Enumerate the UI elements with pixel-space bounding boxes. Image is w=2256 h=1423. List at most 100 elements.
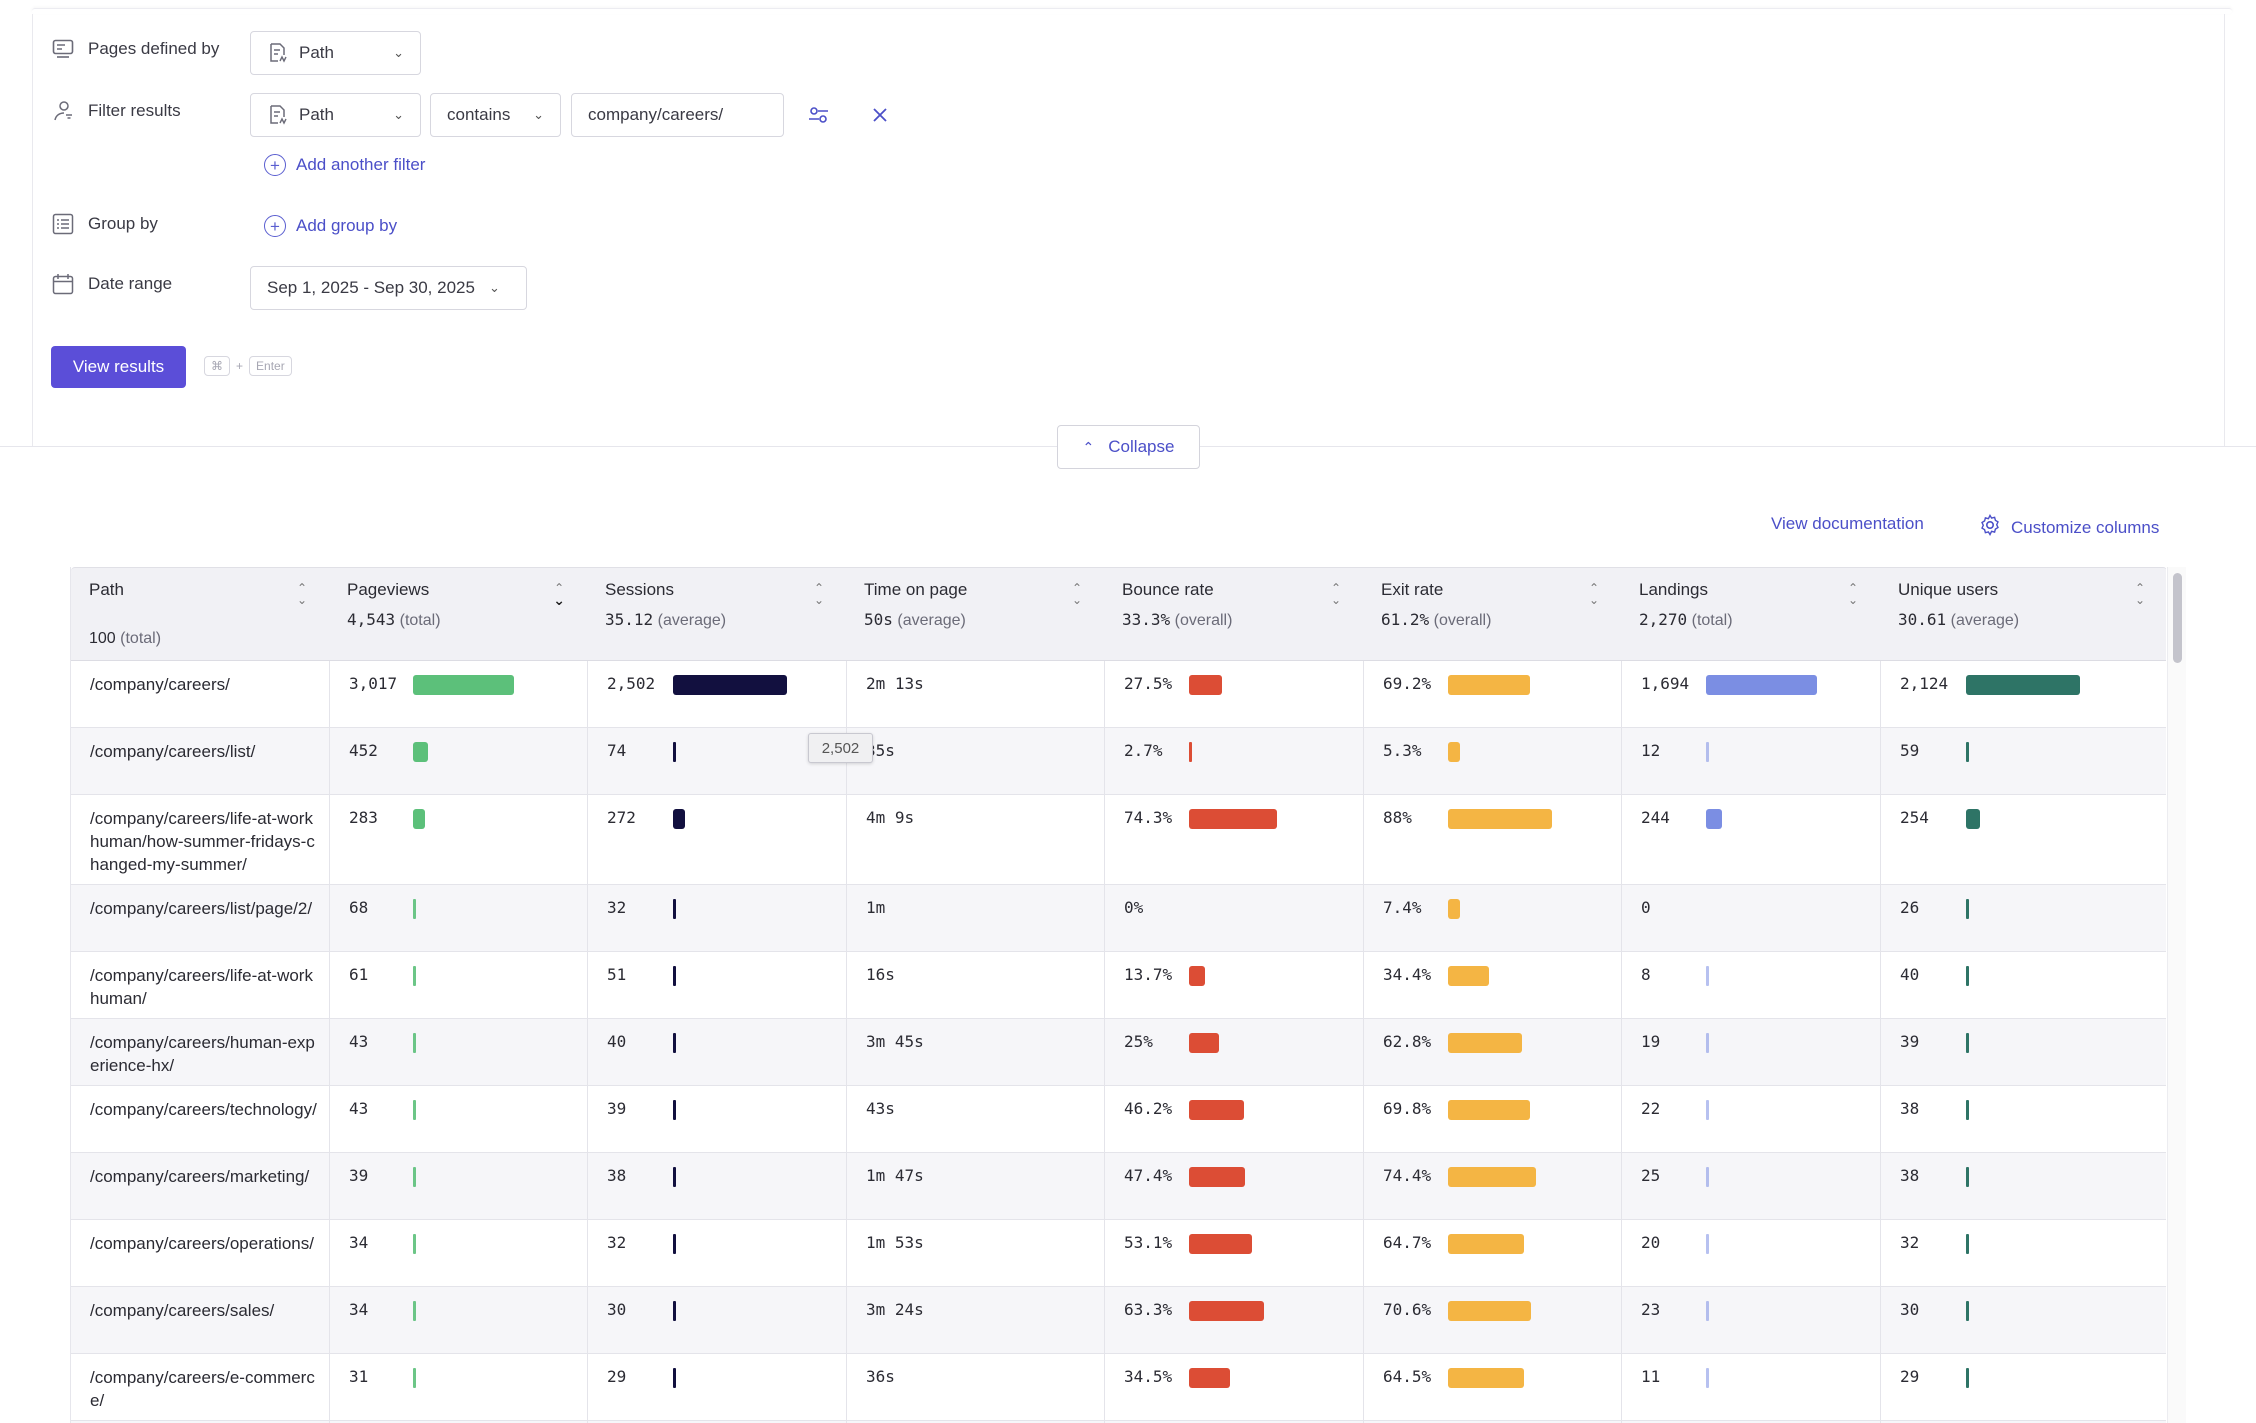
customize-columns-button[interactable]: Customize columns (1979, 514, 2159, 541)
plus-circle-icon: + (264, 215, 286, 237)
cell-value: 16s (866, 965, 895, 984)
column-summary-value: 4,543 (347, 610, 396, 629)
filter-options-icon[interactable] (806, 102, 832, 128)
cell-value: 38 (1900, 1099, 1920, 1118)
cell-pageviews: 34 (329, 1287, 587, 1353)
column-header-exit-rate[interactable]: Exit rate 61.2% (overall) ⌃ ⌄ (1363, 568, 1621, 662)
table-row[interactable]: /company/careers/operations/34 32 1m 53s 53… (71, 1220, 2166, 1287)
bounce-rate-bar (1189, 1368, 1230, 1388)
table-row[interactable]: /company/careers/marketing/39 38 1m 47s 47.… (71, 1153, 2166, 1220)
column-header-landings[interactable]: Landings 2,270 (total) ⌃ ⌄ (1621, 568, 1880, 662)
filter-field-select[interactable]: Path ⌄ (250, 93, 421, 137)
column-summary: 33.3% (overall) (1122, 610, 1363, 630)
column-header-unique-users[interactable]: Unique users 30.61 (average) ⌃ ⌄ (1880, 568, 2166, 662)
date-range-select[interactable]: Sep 1, 2025 - Sep 30, 2025 ⌄ (250, 266, 527, 310)
cell-value: 7.4% (1383, 898, 1422, 917)
cell-sessions (587, 1421, 846, 1423)
collapse-button[interactable]: ⌃ Collapse (1057, 425, 1200, 469)
view-results-button[interactable]: View results (51, 346, 186, 388)
remove-filter-icon[interactable] (868, 103, 892, 127)
column-summary-value: 100 (89, 630, 116, 647)
sessions-bar (673, 742, 676, 762)
path-link[interactable]: /company/careers/list/ (90, 742, 256, 761)
table-row[interactable]: /company/careers/list/452 74 35s 2.7% 5.3% 12… (71, 728, 2166, 795)
table-row[interactable]: /company/careers/list/page/2/68 32 1m 0% 7.4… (71, 885, 2166, 952)
path-link[interactable]: /company/careers/operations/ (90, 1234, 314, 1253)
cell-sessions: 32 (587, 1220, 846, 1286)
sort-icon[interactable]: ⌃ ⌄ (297, 582, 307, 606)
sort-icon[interactable]: ⌃ ⌄ (553, 582, 565, 607)
sort-up-icon: ⌃ (813, 581, 824, 595)
cell-path: /company/careers/list/page/2/ (71, 885, 329, 951)
column-summary-value: 2,270 (1639, 610, 1688, 629)
pages-defined-by-value: Path (299, 43, 334, 62)
cell-sessions: 29 (587, 1354, 846, 1420)
cell-sessions: 74 (587, 728, 846, 794)
pages-defined-by-label: Pages defined by (88, 39, 220, 58)
sort-icon[interactable]: ⌃ ⌄ (1848, 582, 1858, 606)
bounce-rate-bar (1189, 1100, 1244, 1120)
table-row[interactable]: /company/careers/technology/43 39 43s 46.2%… (71, 1086, 2166, 1153)
bounce-rate-bar (1189, 1234, 1252, 1254)
filter-value-text: company/careers/ (588, 105, 724, 124)
add-another-filter-button[interactable]: + Add another filter (264, 154, 425, 176)
cell-pageviews: 61 (329, 952, 587, 1018)
cell-unique-users: 38 (1880, 1153, 2166, 1219)
landings-bar (1706, 1234, 1709, 1254)
table-row[interactable]: /company/careers/sales/34 30 3m 24s 63.3% 70… (71, 1287, 2166, 1354)
cell-pageviews: 283 (329, 795, 587, 884)
table-scrollbar[interactable] (2167, 567, 2186, 1423)
bounce-rate-bar (1189, 742, 1192, 762)
cell-time-on-page: 1m 47s (846, 1153, 1104, 1219)
path-link[interactable]: /company/careers/e-commerce/ (90, 1368, 315, 1410)
filter-operator-select[interactable]: contains ⌄ (430, 93, 561, 137)
sort-icon[interactable]: ⌃ ⌄ (2135, 582, 2145, 606)
column-header-time-on-page[interactable]: Time on page 50s (average) ⌃ ⌄ (846, 568, 1104, 662)
path-link[interactable]: /company/careers/marketing/ (90, 1167, 310, 1186)
table-row[interactable]: /company/careers/human-experience-hx/43 4… (71, 1019, 2166, 1086)
cell-unique-users: 59 (1880, 728, 2166, 794)
column-header-sessions[interactable]: Sessions 35.12 (average) ⌃ ⌄ (587, 568, 846, 662)
path-link[interactable]: /company/careers/ (90, 675, 230, 694)
sessions-bar (673, 1033, 676, 1053)
column-title: Bounce rate (1122, 580, 1214, 599)
cell-value: 26 (1900, 898, 1920, 917)
table-row[interactable]: /company/careers/life-at-workhuman/how-s… (71, 795, 2166, 885)
table-row[interactable]: /company/careers/3,017 2,502 2m 13s 27.5% 69… (71, 661, 2166, 728)
table-row[interactable] (71, 1421, 2166, 1423)
path-link[interactable]: /company/careers/life-at-workhuman/how-s… (90, 809, 315, 874)
path-link[interactable]: /company/careers/sales/ (90, 1301, 275, 1320)
filter-icon (52, 100, 74, 122)
path-link[interactable]: /company/careers/list/page/2/ (90, 899, 313, 918)
unique-users-bar (1966, 1100, 1969, 1120)
cell-unique-users: 30 (1880, 1287, 2166, 1353)
sort-icon[interactable]: ⌃ ⌄ (814, 582, 824, 606)
path-link[interactable]: /company/careers/life-at-workhuman/ (90, 966, 313, 1008)
cell-unique-users: 26 (1880, 885, 2166, 951)
sort-down-icon: ⌄ (1330, 593, 1341, 607)
view-documentation-link[interactable]: View documentation (1771, 514, 1924, 534)
column-header-pageviews[interactable]: Pageviews 4,543 (total) ⌃ ⌄ (329, 568, 587, 662)
add-group-by-button[interactable]: + Add group by (264, 215, 397, 237)
sort-icon[interactable]: ⌃ ⌄ (1589, 582, 1599, 606)
cell-value: 43s (866, 1099, 895, 1118)
cell-landings: 20 (1621, 1220, 1880, 1286)
pages-icon (52, 38, 74, 60)
cell-value: 12 (1641, 741, 1661, 760)
table-row[interactable]: /company/careers/e-commerce/31 29 36s 34.5%… (71, 1354, 2166, 1421)
cell-pageviews: 39 (329, 1153, 587, 1219)
cell-value: 1m 47s (866, 1166, 924, 1185)
path-link[interactable]: /company/careers/technology/ (90, 1100, 317, 1119)
sort-icon[interactable]: ⌃ ⌄ (1072, 582, 1082, 606)
column-header-path[interactable]: Path 100 (total) ⌃ ⌄ (71, 568, 329, 662)
pages-defined-by-select[interactable]: Path ⌄ (250, 31, 421, 75)
column-summary: 50s (average) (864, 610, 1104, 630)
scrollbar-thumb[interactable] (2173, 573, 2182, 663)
path-link[interactable]: /company/careers/human-experience-hx/ (90, 1033, 315, 1075)
filter-value-input[interactable]: company/careers/ (571, 93, 784, 137)
table-row[interactable]: /company/careers/life-at-workhuman/61 51 1… (71, 952, 2166, 1019)
column-header-bounce-rate[interactable]: Bounce rate 33.3% (overall) ⌃ ⌄ (1104, 568, 1363, 662)
cell-path: /company/careers/e-commerce/ (71, 1354, 329, 1420)
sort-icon[interactable]: ⌃ ⌄ (1331, 582, 1341, 606)
cell-time-on-page: 16s (846, 952, 1104, 1018)
